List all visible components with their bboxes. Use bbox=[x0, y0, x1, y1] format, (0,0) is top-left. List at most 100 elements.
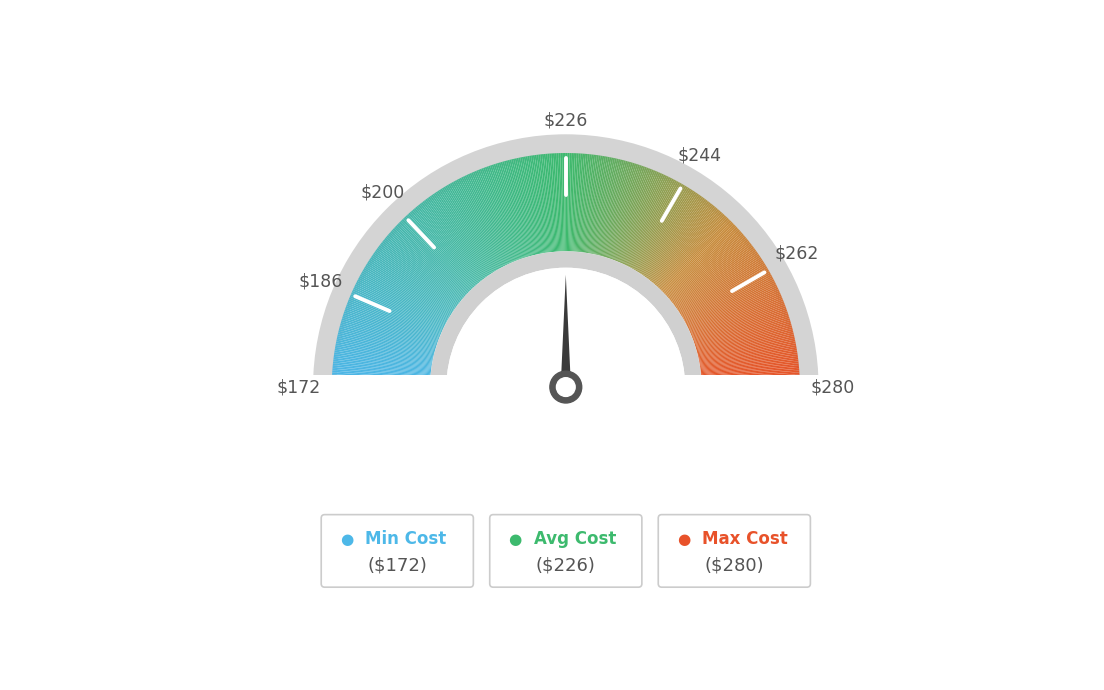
Wedge shape bbox=[337, 336, 433, 359]
Wedge shape bbox=[659, 217, 728, 289]
Wedge shape bbox=[350, 294, 442, 334]
Wedge shape bbox=[670, 237, 746, 301]
Wedge shape bbox=[382, 241, 460, 303]
Wedge shape bbox=[578, 154, 590, 252]
Wedge shape bbox=[700, 354, 798, 369]
Wedge shape bbox=[420, 204, 481, 281]
Wedge shape bbox=[556, 153, 562, 251]
Wedge shape bbox=[386, 235, 463, 299]
Wedge shape bbox=[693, 304, 785, 340]
Wedge shape bbox=[592, 157, 613, 254]
Wedge shape bbox=[650, 204, 712, 281]
Wedge shape bbox=[607, 164, 640, 258]
Wedge shape bbox=[395, 226, 468, 294]
Text: $244: $244 bbox=[677, 147, 721, 165]
Wedge shape bbox=[351, 293, 442, 333]
Wedge shape bbox=[367, 263, 450, 316]
Wedge shape bbox=[376, 248, 457, 307]
Wedge shape bbox=[700, 357, 798, 371]
Wedge shape bbox=[332, 371, 431, 379]
Wedge shape bbox=[701, 384, 799, 386]
Wedge shape bbox=[569, 153, 573, 251]
Wedge shape bbox=[684, 273, 771, 322]
Wedge shape bbox=[594, 158, 617, 255]
Wedge shape bbox=[404, 217, 473, 289]
Wedge shape bbox=[690, 294, 782, 334]
Wedge shape bbox=[513, 159, 537, 255]
Wedge shape bbox=[448, 184, 499, 270]
Wedge shape bbox=[331, 385, 431, 387]
Wedge shape bbox=[335, 353, 432, 368]
Wedge shape bbox=[413, 209, 478, 284]
Wedge shape bbox=[683, 271, 769, 321]
Text: ($280): ($280) bbox=[704, 556, 764, 574]
Wedge shape bbox=[701, 382, 799, 385]
Wedge shape bbox=[336, 345, 433, 364]
Wedge shape bbox=[384, 238, 461, 302]
Bar bbox=[191, 387, 941, 621]
Wedge shape bbox=[665, 227, 737, 295]
Wedge shape bbox=[701, 385, 800, 387]
Wedge shape bbox=[528, 156, 544, 253]
Wedge shape bbox=[343, 311, 437, 344]
Wedge shape bbox=[346, 306, 438, 341]
Wedge shape bbox=[700, 351, 797, 367]
Wedge shape bbox=[545, 154, 555, 252]
Wedge shape bbox=[491, 164, 524, 258]
Wedge shape bbox=[411, 210, 477, 285]
Wedge shape bbox=[352, 290, 442, 332]
Wedge shape bbox=[603, 161, 631, 257]
Text: $200: $200 bbox=[361, 184, 405, 202]
Wedge shape bbox=[637, 188, 690, 272]
Wedge shape bbox=[676, 250, 756, 308]
Wedge shape bbox=[348, 299, 440, 337]
Wedge shape bbox=[626, 178, 672, 266]
Wedge shape bbox=[534, 155, 549, 253]
Wedge shape bbox=[682, 268, 768, 319]
Wedge shape bbox=[701, 376, 799, 382]
Wedge shape bbox=[333, 357, 432, 371]
Wedge shape bbox=[555, 153, 561, 251]
Wedge shape bbox=[673, 244, 752, 305]
Wedge shape bbox=[378, 246, 457, 306]
Wedge shape bbox=[701, 380, 799, 384]
Wedge shape bbox=[473, 172, 513, 262]
Wedge shape bbox=[332, 367, 431, 377]
Wedge shape bbox=[526, 156, 543, 253]
Wedge shape bbox=[444, 186, 496, 271]
Wedge shape bbox=[699, 338, 795, 359]
Wedge shape bbox=[602, 161, 629, 257]
Wedge shape bbox=[348, 301, 439, 338]
Wedge shape bbox=[689, 289, 779, 331]
Wedge shape bbox=[666, 230, 740, 297]
Wedge shape bbox=[628, 179, 676, 267]
Wedge shape bbox=[620, 173, 662, 264]
Wedge shape bbox=[566, 153, 570, 251]
Wedge shape bbox=[372, 254, 454, 310]
Wedge shape bbox=[357, 281, 445, 326]
Wedge shape bbox=[335, 348, 432, 366]
Wedge shape bbox=[664, 226, 736, 294]
Wedge shape bbox=[352, 289, 443, 331]
Wedge shape bbox=[522, 157, 541, 254]
Wedge shape bbox=[622, 174, 664, 264]
Text: Min Cost: Min Cost bbox=[365, 530, 447, 548]
Wedge shape bbox=[686, 276, 773, 324]
Wedge shape bbox=[588, 156, 606, 253]
Wedge shape bbox=[697, 322, 792, 351]
Wedge shape bbox=[370, 257, 453, 313]
Wedge shape bbox=[596, 159, 620, 255]
Wedge shape bbox=[475, 171, 513, 262]
Wedge shape bbox=[626, 177, 670, 266]
Wedge shape bbox=[699, 345, 796, 364]
Wedge shape bbox=[574, 153, 582, 252]
Wedge shape bbox=[683, 270, 769, 319]
Wedge shape bbox=[701, 367, 799, 377]
Wedge shape bbox=[389, 233, 464, 298]
Wedge shape bbox=[466, 175, 509, 264]
Wedge shape bbox=[605, 163, 635, 257]
Wedge shape bbox=[697, 325, 792, 353]
Wedge shape bbox=[580, 155, 592, 252]
Wedge shape bbox=[691, 299, 784, 337]
Wedge shape bbox=[499, 162, 528, 257]
